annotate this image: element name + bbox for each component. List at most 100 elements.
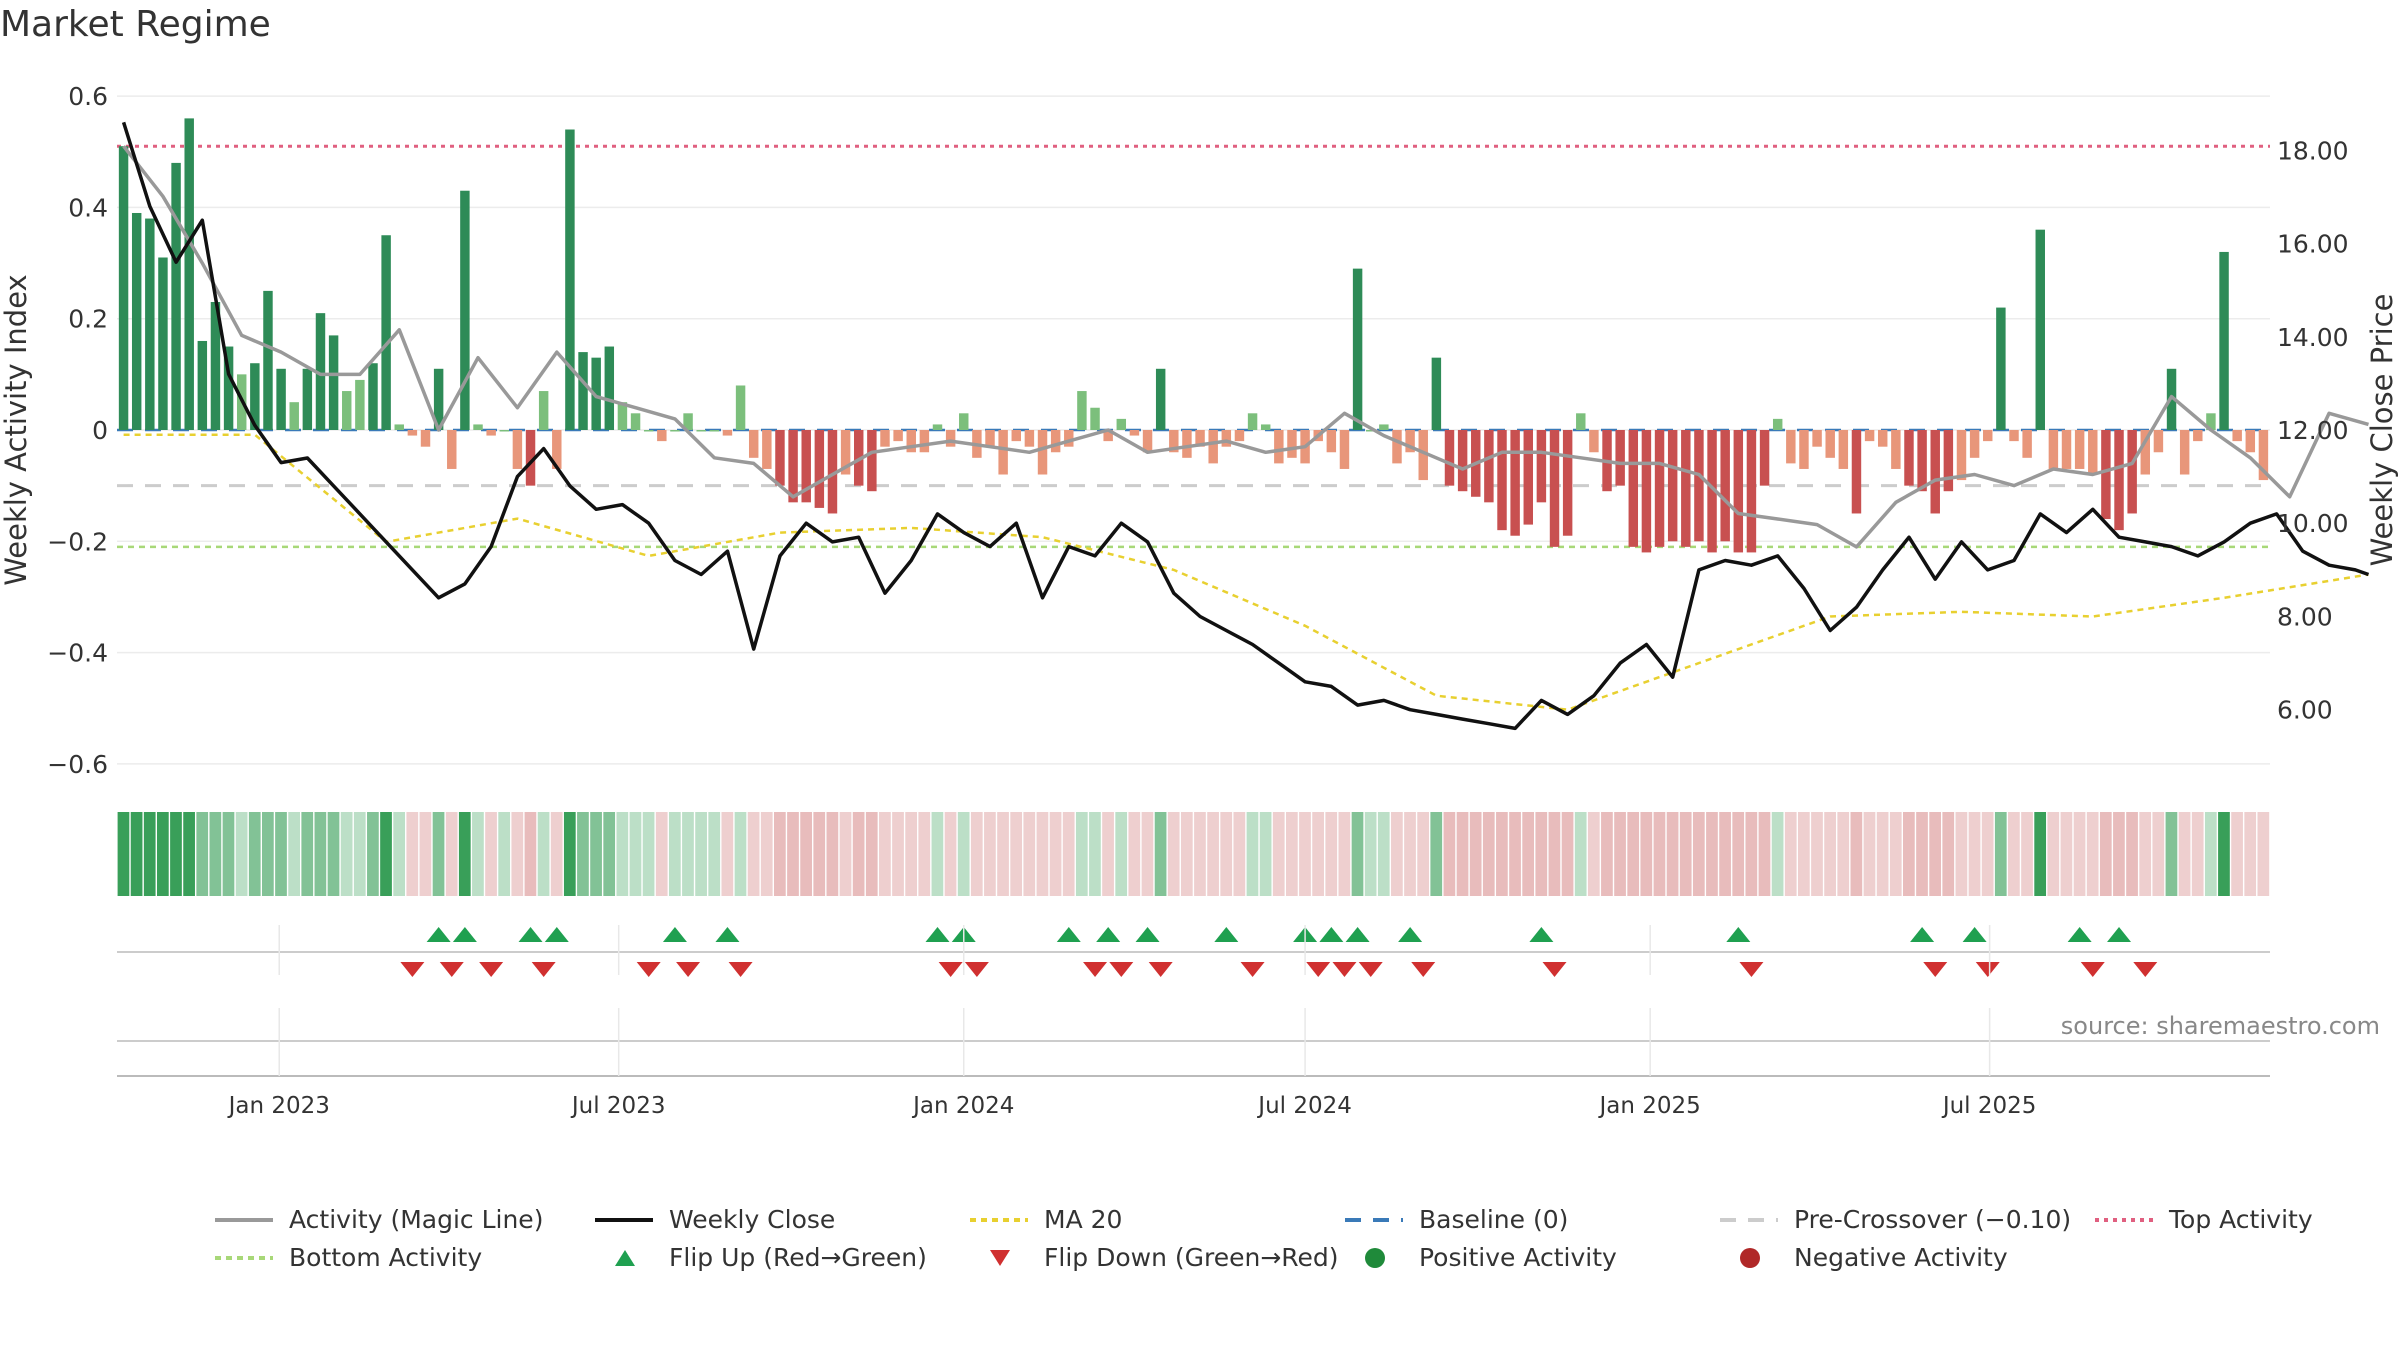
legend-item-baseline: Baseline (0) [1345,1205,1568,1234]
activity-bar [1103,430,1113,442]
regime-strip-cell [1246,812,1259,896]
regime-strip-cell [1154,812,1167,896]
activity-bar [1379,424,1389,430]
activity-bar [499,430,510,432]
regime-strip-cell [170,812,182,896]
regime-strip-cell [1010,812,1023,896]
activity-bar [1654,430,1665,547]
regime-strip-cell [485,812,497,896]
legend-swatch-baseline [1345,1217,1403,1222]
activity-bar [893,430,903,442]
flip-down-marker [636,962,661,977]
activity-bar [1549,430,1560,547]
regime-strip-cell [879,812,891,896]
activity-bar [355,379,365,430]
activity-bar [1996,307,2006,430]
activity-bar [289,402,299,430]
activity-bar [210,302,221,430]
regime-strip-cell [1811,812,1823,896]
legend-label: Bottom Activity [289,1243,483,1272]
legend-swatch-positive-activity [1365,1247,1385,1268]
activity-bar [394,424,404,430]
activity-bar [276,368,286,430]
regime-strip-cell [1692,812,1705,896]
activity-bar [2153,430,2164,453]
regime-strip-cell [2099,812,2112,896]
activity-bar [945,430,956,447]
regime-strip-cell [1784,812,1797,896]
regime-strip-cell [2152,812,2165,896]
regime-strip-cell [1627,812,1640,896]
activity-bar [197,340,208,430]
activity-bar [2206,413,2216,430]
flip-up-marker [925,927,950,942]
activity-bar [906,430,916,453]
regime-strip-cell [2178,812,2191,896]
activity-bar [1077,391,1087,430]
legend-label: MA 20 [1044,1205,1123,1234]
activity-bar [302,368,313,430]
activity-bar [1562,430,1573,536]
legend-item-flip-up: Flip Up (Red→Green) [595,1243,927,1272]
regime-strip-cell [1719,812,1731,896]
activity-bar [1457,430,1468,492]
activity-bar [342,391,352,430]
activity-bar [1116,418,1127,430]
regime-strip-cell [380,812,392,896]
legend-swatch-ma20 [970,1217,1028,1222]
activity-bar [1497,430,1507,531]
activity-bar [1694,430,1704,542]
activity-bar [1615,430,1625,486]
regime-strip-cell [682,812,694,896]
activity-bar [2074,430,2085,469]
left-y-tick-label: −0.4 [47,639,108,668]
legend-item-bottom-activity: Bottom Activity [215,1243,482,1272]
legend-item-flip-down: Flip Down (Green→Red) [970,1243,1339,1272]
flip-down-marker [2133,962,2158,977]
regime-strip-cell [2204,812,2217,896]
flip-down-marker [1332,962,1357,977]
activity-bar [1405,430,1415,453]
regime-strip-cell [2113,812,2125,896]
regime-strip-cell [196,812,209,896]
regime-strip-cell [1364,812,1377,896]
right-axis-label: Weekly Close Price [2365,294,2399,567]
regime-strip-cell [1981,812,1994,896]
activity-bar [932,424,943,430]
activity-bar [1628,430,1639,547]
regime-strip-cell [1614,812,1626,896]
regime-strip-cell [235,812,248,896]
regime-strip-cell [2244,812,2257,896]
flip-down-marker [1923,962,1948,977]
regime-strip-cell [393,812,406,896]
regime-strip-cell [1850,812,1863,896]
regime-strip-cell [1903,812,1915,896]
regime-strip-cell [2218,812,2230,896]
activity-bar [630,413,641,430]
activity-bar [407,430,418,436]
activity-bar [1667,430,1678,542]
activity-bar [591,357,601,430]
flip-down-marker [676,962,701,977]
regime-strip-cell [2231,812,2243,896]
activity-bar [2009,430,2019,442]
activity-bar [2114,430,2124,531]
right-y-tick-label: 6.00 [2277,696,2333,725]
legend-label: Activity (Magic Line) [289,1205,544,1234]
regime-strip-cell [183,812,195,896]
legend-label: Top Activity [2169,1205,2313,1234]
activity-bar [1182,430,1192,458]
regime-strip-cell [524,812,537,896]
regime-strip-cell [800,812,812,896]
legend-item-positive-activity: Positive Activity [1345,1243,1617,1272]
regime-strip-cell [1640,812,1653,896]
activity-bar [158,257,168,430]
regime-strip-cell [984,812,996,896]
regime-strip-cell [1180,812,1193,896]
flip-up-marker [1214,927,1239,942]
legend-item-weekly-close: Weekly Close [595,1205,835,1234]
activity-bar [1904,430,1914,486]
right-y-tick-label: 10.00 [2277,509,2349,538]
regime-strip-cell [550,812,563,896]
